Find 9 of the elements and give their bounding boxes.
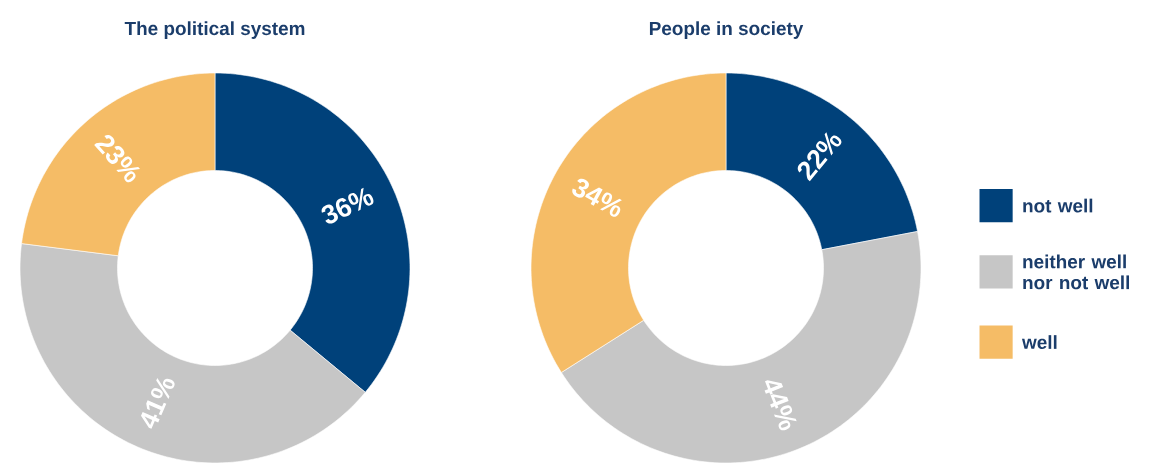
chart-title: The political system	[124, 21, 305, 39]
data-label: 34%	[572, 178, 622, 217]
legend-label: well	[1021, 335, 1057, 350]
chart-title: People in society	[649, 21, 804, 39]
legend-label: neither well nor not well	[1023, 254, 1129, 290]
data-label: 36%	[321, 187, 374, 224]
data-label: 44%	[764, 380, 797, 431]
legend-label: not well	[1023, 198, 1093, 213]
data-label: 41%	[141, 378, 175, 429]
